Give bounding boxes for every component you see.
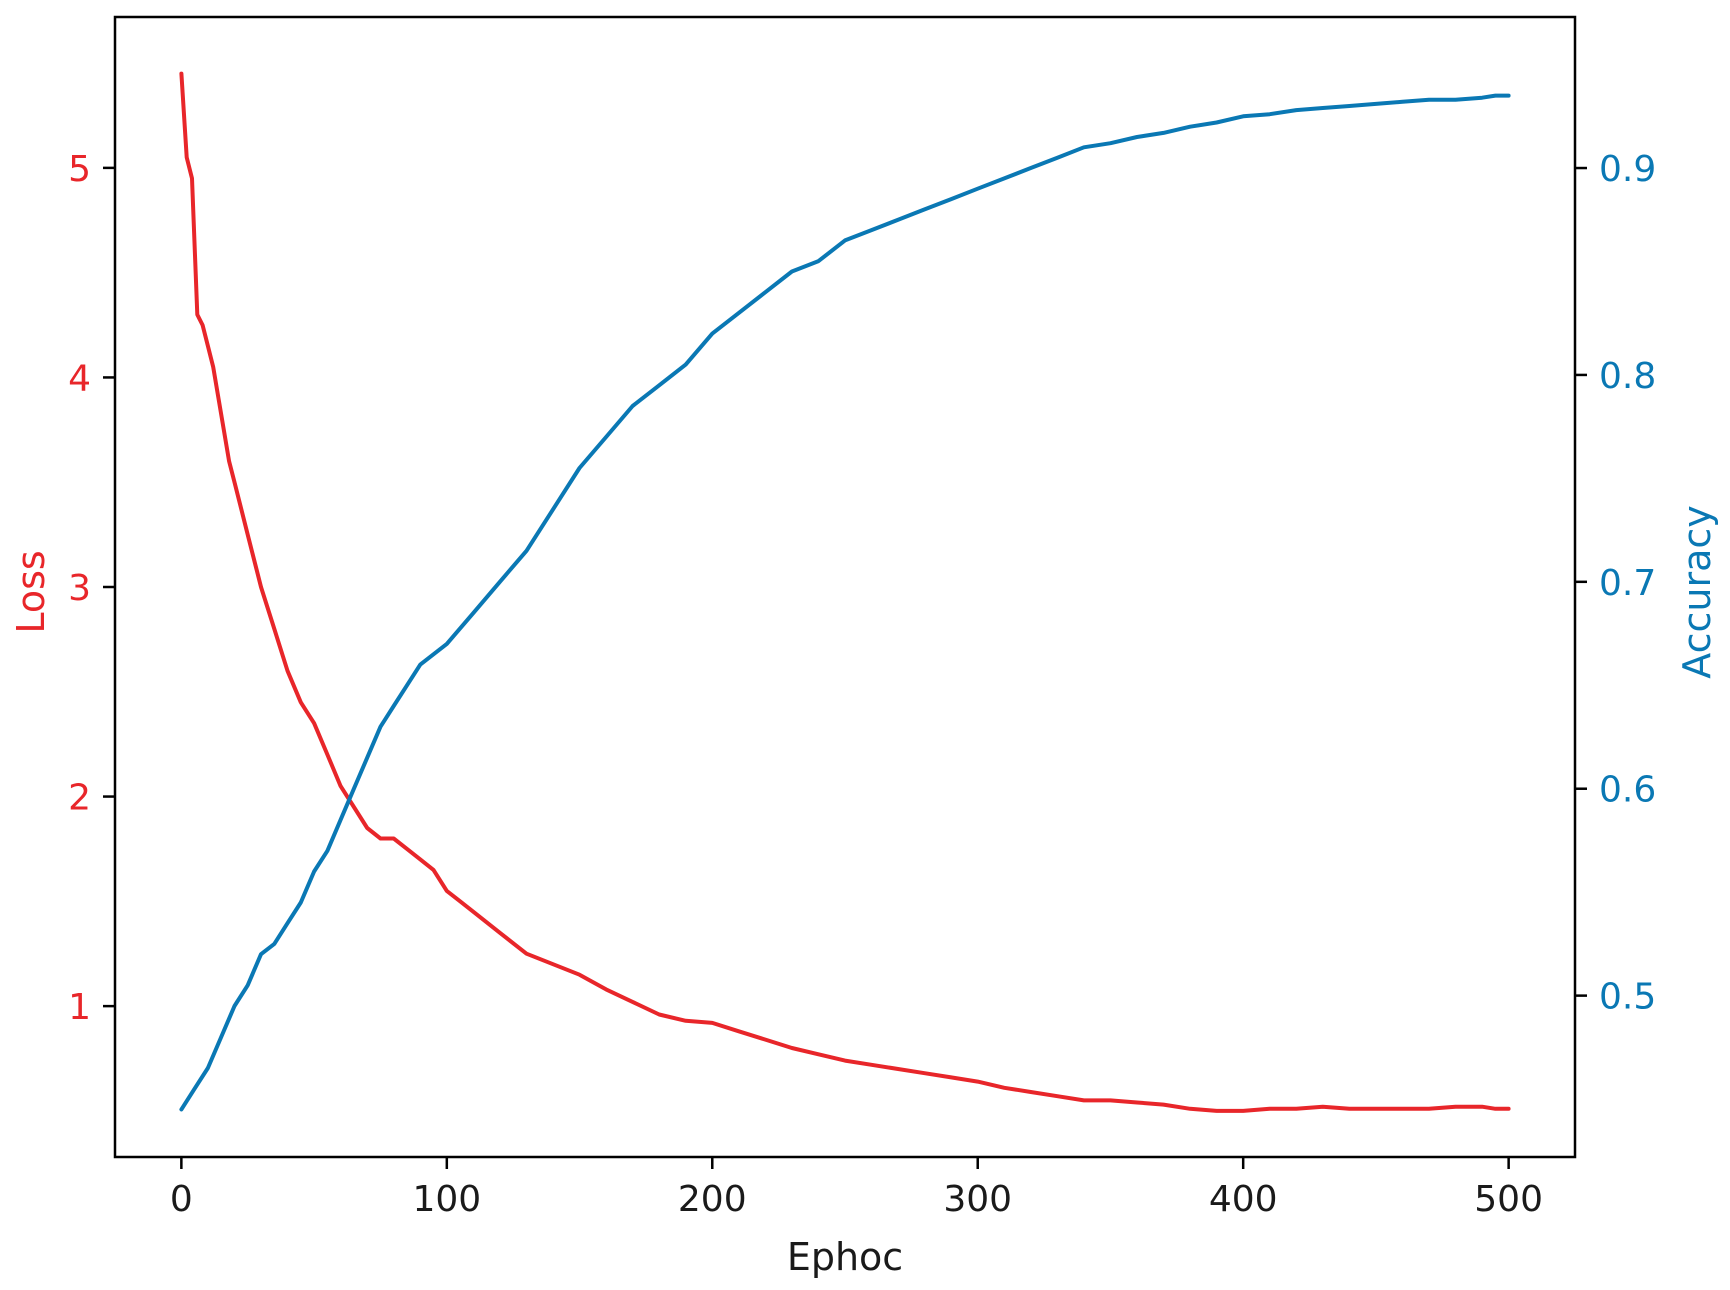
- x-tick-label: 500: [1474, 1179, 1543, 1220]
- y-left-tick-label: 4: [68, 358, 91, 399]
- x-tick-label: 400: [1209, 1179, 1278, 1220]
- plot-frame: [113, 15, 1577, 1159]
- loss-series-line: [179, 71, 1511, 1113]
- y-left-tick-label: 5: [68, 149, 91, 190]
- x-tick-label: 100: [412, 1179, 481, 1220]
- series-layer: [179, 71, 1511, 1113]
- x-axis: 0 100 200 300 400 500: [170, 1157, 1543, 1220]
- y-axis-left-label: Loss: [9, 550, 53, 633]
- y-right-tick-label: 0.6: [1599, 770, 1656, 811]
- y-axis-right-label: Accuracy: [1675, 505, 1719, 679]
- y-left-tick-label: 3: [68, 568, 91, 609]
- x-tick-label: 0: [170, 1179, 193, 1220]
- y-axis-left: 1 2 3 4 5: [68, 149, 115, 1028]
- y-right-tick-label: 0.9: [1599, 149, 1656, 190]
- y-axis-right: 0.5 0.6 0.7 0.8 0.9: [1575, 149, 1656, 1018]
- x-tick-label: 200: [678, 1179, 747, 1220]
- x-axis-label: Ephoc: [787, 1235, 903, 1279]
- plot-area: [113, 15, 1577, 1159]
- y-right-tick-label: 0.5: [1599, 977, 1656, 1018]
- y-right-tick-label: 0.8: [1599, 356, 1656, 397]
- x-tick-label: 300: [943, 1179, 1012, 1220]
- y-right-tick-label: 0.7: [1599, 563, 1656, 604]
- y-left-tick-label: 2: [68, 778, 91, 819]
- y-left-tick-label: 1: [68, 987, 91, 1028]
- accuracy-series-line: [179, 93, 1511, 1112]
